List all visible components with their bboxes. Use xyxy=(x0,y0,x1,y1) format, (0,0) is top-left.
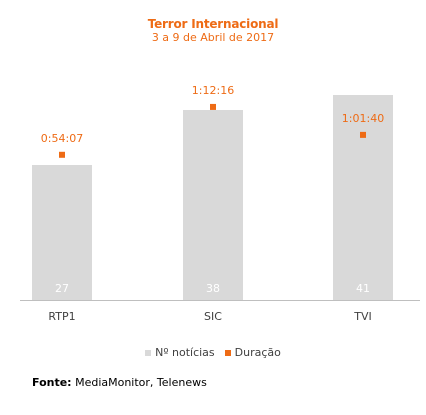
duration-value-label: 0:54:07 xyxy=(41,132,83,145)
bar-value-label: 27 xyxy=(55,282,69,295)
bar-tvi xyxy=(333,95,393,300)
legend-item-points: Duração xyxy=(224,346,281,359)
duration-value-label: 1:01:40 xyxy=(342,112,384,125)
bar-value-label: 41 xyxy=(356,282,370,295)
duration-point-sic xyxy=(210,103,216,110)
category-label-rtp1: RTP1 xyxy=(48,310,75,323)
bar-sic xyxy=(183,110,243,300)
category-label-tvi: TVI xyxy=(353,310,372,323)
legend: Nº notícias Duração xyxy=(0,346,426,359)
duration-point-tvi xyxy=(360,131,366,138)
duration-point-rtp1 xyxy=(59,151,65,158)
bar-value-label: 38 xyxy=(206,282,220,295)
source-note: Fonte: MediaMonitor, Telenews xyxy=(32,376,207,389)
source-label: Fonte: xyxy=(32,376,72,389)
legend-item-bars: Nº notícias xyxy=(145,346,215,359)
chart-title: Terror Internacional xyxy=(147,17,279,31)
legend-swatch-bars xyxy=(145,349,152,356)
legend-swatch-points xyxy=(224,349,231,356)
source-text: MediaMonitor, Telenews xyxy=(75,376,207,389)
legend-label-points: Duração xyxy=(234,346,281,359)
bar-rtp1 xyxy=(32,165,92,300)
duration-value-label: 1:12:16 xyxy=(192,84,234,97)
chart-subtitle: 3 a 9 de Abril de 2017 xyxy=(151,31,275,44)
legend-label-bars: Nº notícias xyxy=(155,346,215,359)
category-label-sic: SIC xyxy=(204,310,222,323)
